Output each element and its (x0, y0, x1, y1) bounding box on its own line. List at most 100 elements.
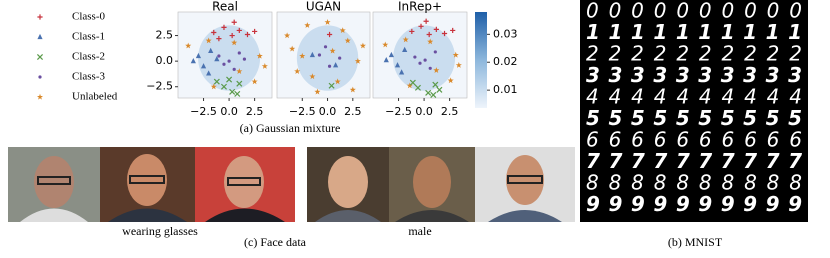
point (394, 62, 401, 68)
point (436, 86, 443, 93)
x-tick-label: −2.5 (289, 105, 316, 118)
point (430, 91, 437, 98)
point (432, 81, 439, 88)
y-tick-label: 0.0 (156, 54, 174, 67)
point (309, 51, 315, 58)
x-tick-label: 0.0 (319, 105, 337, 118)
x-tick-label: 2.5 (344, 105, 362, 118)
density (198, 25, 261, 91)
colorbar (475, 12, 487, 108)
point (236, 27, 242, 34)
point (328, 82, 335, 89)
point (195, 52, 202, 59)
legend-label: Class-2 (72, 51, 105, 63)
point (206, 70, 212, 76)
point (208, 47, 214, 54)
point (213, 78, 220, 85)
point (317, 53, 322, 57)
point (205, 37, 212, 44)
point (252, 28, 258, 35)
point (314, 88, 321, 95)
point (382, 41, 389, 48)
point (232, 67, 236, 71)
point (216, 36, 222, 42)
point (359, 42, 366, 49)
legend-marker (38, 75, 42, 79)
colorbar-tick-label: 0.01 (493, 83, 518, 96)
point (229, 32, 235, 39)
legend-label: Class-3 (72, 71, 106, 83)
point (289, 45, 296, 52)
point (455, 62, 462, 68)
point (214, 55, 220, 62)
point (236, 80, 243, 87)
point (231, 39, 238, 46)
point (324, 19, 331, 25)
point (349, 86, 356, 93)
point (221, 24, 227, 30)
point (309, 73, 316, 80)
point (414, 84, 421, 91)
legend-label: Unlabeled (72, 91, 118, 103)
point (426, 31, 432, 38)
mnist-background (580, 0, 808, 222)
point (447, 77, 454, 84)
caption: (b) MNIST (668, 235, 723, 249)
x-tick-label: 2.5 (441, 105, 459, 118)
point (418, 61, 422, 65)
point (409, 79, 416, 86)
legend-label: Class-0 (72, 11, 106, 23)
point (339, 27, 346, 34)
face-label: male (408, 224, 431, 238)
y-tick-label: −2.5 (146, 80, 173, 93)
point (190, 58, 196, 64)
panel-title: InRep+ (398, 0, 442, 14)
point (284, 32, 291, 39)
y-tick-label: 2.5 (156, 29, 174, 42)
point (251, 78, 258, 85)
point (441, 30, 448, 37)
point (333, 62, 339, 68)
density (393, 25, 456, 91)
point (433, 50, 437, 54)
legend-label: Class-1 (72, 31, 105, 43)
caption: (c) Face data (244, 235, 307, 249)
point (222, 62, 226, 66)
point (406, 82, 413, 89)
face-images-right (307, 147, 575, 222)
point (354, 57, 361, 64)
legend-marker (36, 53, 44, 61)
colorbar-tick-label: 0.03 (493, 27, 518, 40)
point (294, 68, 301, 74)
point (242, 57, 247, 61)
point (217, 54, 221, 58)
point (304, 22, 311, 28)
point (344, 37, 351, 44)
legend-marker (37, 33, 43, 40)
legend-marker (37, 14, 43, 20)
point (327, 64, 332, 68)
point (409, 28, 415, 35)
point (231, 19, 237, 25)
point (450, 27, 456, 34)
point (427, 38, 434, 45)
point (452, 51, 459, 58)
caption: (a) Gaussian mixture (240, 121, 341, 135)
point (261, 63, 268, 69)
point (299, 52, 306, 59)
panel-title: Real (212, 0, 238, 14)
x-tick-label: 2.5 (246, 105, 264, 118)
point (338, 56, 342, 60)
point (433, 26, 439, 33)
point (334, 78, 341, 85)
point (383, 57, 389, 63)
point (329, 47, 336, 54)
point (226, 76, 233, 83)
point (220, 83, 228, 90)
legend-marker (36, 93, 44, 100)
x-tick-label: −2.5 (385, 105, 412, 118)
point (229, 88, 236, 95)
face-label: wearing glasses (122, 224, 198, 238)
point (423, 18, 429, 24)
